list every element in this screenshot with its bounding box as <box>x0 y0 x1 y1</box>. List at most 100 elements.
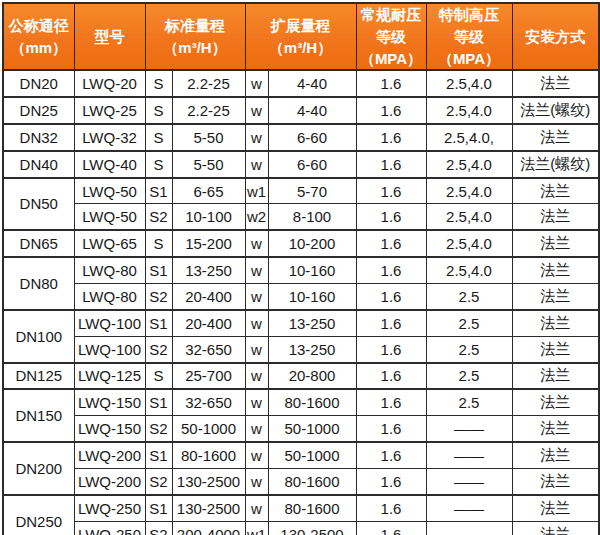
table-row: LWQ-100 S2 32-650 w 13-250 1.6 2.5 法兰 <box>3 336 599 362</box>
cell-high-mpa: —— <box>426 442 512 468</box>
header-high-pressure: 特制高压 等级（MPA） <box>426 3 512 70</box>
cell-ext-range: 10-200 <box>268 230 356 257</box>
cell-ext-code: w <box>245 416 268 442</box>
cell-install: 法兰 <box>512 442 599 468</box>
cell-model: LWQ-20 <box>74 70 145 97</box>
table-row: DN32 LWQ-32 S 5-50 w 6-60 1.6 2.5,4.0, 法… <box>3 124 599 151</box>
cell-dn: DN32 <box>3 124 74 151</box>
cell-model: LWQ-100 <box>74 336 145 362</box>
header-row: 公称通径 （mm） 型号 标准量程 （m³/H） 扩展量程 （m³/H） 常规耐… <box>3 3 599 70</box>
cell-dn: DN25 <box>3 97 74 124</box>
cell-std-code: S1 <box>145 257 172 283</box>
cell-model: LWQ-25 <box>74 97 145 124</box>
header-nominal-diameter: 公称通径 （mm） <box>3 3 74 70</box>
cell-ext-range: 80-1600 <box>268 389 356 415</box>
cell-dn: DN40 <box>3 151 74 178</box>
cell-normal-mpa: 1.6 <box>356 416 426 442</box>
cell-std-range: 15-200 <box>172 230 245 257</box>
cell-ext-code: w1 <box>245 178 268 204</box>
cell-ext-code: w <box>245 468 268 494</box>
cell-std-code: S2 <box>145 521 172 535</box>
flow-meter-spec-table: 公称通径 （mm） 型号 标准量程 （m³/H） 扩展量程 （m³/H） 常规耐… <box>2 2 600 535</box>
cell-ext-code: w <box>245 495 268 521</box>
cell-normal-mpa: 1.6 <box>356 230 426 257</box>
cell-dn: DN80 <box>3 257 74 310</box>
cell-high-mpa: —— <box>426 495 512 521</box>
table-row: DN20 LWQ-20 S 2.2-25 w 4-40 1.6 2.5,4.0 … <box>3 70 599 97</box>
cell-install: 法兰 <box>512 468 599 494</box>
cell-ext-range: 10-160 <box>268 284 356 310</box>
cell-std-range: 200-4000 <box>172 521 245 535</box>
cell-install: 法兰 <box>512 284 599 310</box>
cell-normal-mpa: 1.6 <box>356 204 426 230</box>
cell-ext-range: 5-70 <box>268 178 356 204</box>
cell-std-code: S2 <box>145 468 172 494</box>
cell-ext-range: 13-250 <box>268 336 356 362</box>
cell-std-range: 5-50 <box>172 124 245 151</box>
cell-ext-range: 4-40 <box>268 70 356 97</box>
cell-install: 法兰 <box>512 495 599 521</box>
cell-normal-mpa: 1.6 <box>356 97 426 124</box>
cell-ext-code: w <box>245 124 268 151</box>
table-row: DN50 LWQ-50 S1 6-65 w1 5-70 1.6 2.5,4.0 … <box>3 178 599 204</box>
cell-install: 法兰 <box>512 257 599 283</box>
cell-install: 法兰 <box>512 363 599 390</box>
table-row: DN125 LWQ-125 S 25-700 w 20-800 1.6 2.5 … <box>3 363 599 390</box>
cell-high-mpa: 2.5,4.0 <box>426 97 512 124</box>
cell-ext-range: 10-160 <box>268 257 356 283</box>
cell-model: LWQ-32 <box>74 124 145 151</box>
cell-std-range: 2.2-25 <box>172 70 245 97</box>
cell-install: 法兰 <box>512 336 599 362</box>
cell-std-code: S <box>145 151 172 178</box>
cell-dn: DN65 <box>3 230 74 257</box>
cell-model: LWQ-150 <box>74 416 145 442</box>
cell-install: 法兰 <box>512 124 599 151</box>
cell-ext-code: w <box>245 363 268 390</box>
cell-normal-mpa: 1.6 <box>356 521 426 535</box>
cell-std-code: S2 <box>145 284 172 310</box>
cell-model: LWQ-250 <box>74 495 145 521</box>
cell-high-mpa: 2.5 <box>426 310 512 336</box>
cell-high-mpa: —— <box>426 468 512 494</box>
cell-ext-range: 13-250 <box>268 310 356 336</box>
cell-high-mpa: 2.5,4.0 <box>426 204 512 230</box>
cell-model: LWQ-100 <box>74 310 145 336</box>
table-row: LWQ-150 S2 50-1000 w 50-1000 1.6 —— 法兰 <box>3 416 599 442</box>
cell-normal-mpa: 1.6 <box>356 178 426 204</box>
cell-std-code: S1 <box>145 178 172 204</box>
cell-normal-mpa: 1.6 <box>356 336 426 362</box>
cell-normal-mpa: 1.6 <box>356 284 426 310</box>
cell-install: 法兰 <box>512 521 599 535</box>
cell-ext-range: 6-60 <box>268 124 356 151</box>
cell-ext-range: 80-1600 <box>268 468 356 494</box>
cell-std-code: S1 <box>145 310 172 336</box>
cell-ext-code: w1 <box>245 521 268 535</box>
cell-dn: DN200 <box>3 442 74 495</box>
table-row: LWQ-50 S2 10-100 w2 8-100 1.6 2.5,4.0 法兰 <box>3 204 599 230</box>
cell-ext-code: w <box>245 257 268 283</box>
cell-high-mpa: 2.5,4.0 <box>426 178 512 204</box>
cell-normal-mpa: 1.6 <box>356 151 426 178</box>
cell-ext-code: w <box>245 151 268 178</box>
cell-ext-code: w <box>245 336 268 362</box>
cell-high-mpa: 2.5,4.0 <box>426 151 512 178</box>
cell-normal-mpa: 1.6 <box>356 363 426 390</box>
cell-ext-range: 6-60 <box>268 151 356 178</box>
cell-std-range: 10-100 <box>172 204 245 230</box>
cell-model: LWQ-65 <box>74 230 145 257</box>
cell-high-mpa: 2.5 <box>426 389 512 415</box>
cell-dn: DN20 <box>3 70 74 97</box>
cell-ext-range: 50-1000 <box>268 442 356 468</box>
cell-install: 法兰 <box>512 230 599 257</box>
cell-model: LWQ-200 <box>74 468 145 494</box>
cell-model: LWQ-50 <box>74 178 145 204</box>
cell-high-mpa: 2.5 <box>426 336 512 362</box>
cell-ext-range: 50-1000 <box>268 416 356 442</box>
cell-dn: DN150 <box>3 389 74 442</box>
cell-normal-mpa: 1.6 <box>356 70 426 97</box>
cell-std-code: S2 <box>145 204 172 230</box>
cell-install: 法兰 <box>512 389 599 415</box>
cell-ext-range: 130-2500 <box>268 521 356 535</box>
cell-install: 法兰(螺纹) <box>512 151 599 178</box>
cell-ext-range: 20-800 <box>268 363 356 390</box>
